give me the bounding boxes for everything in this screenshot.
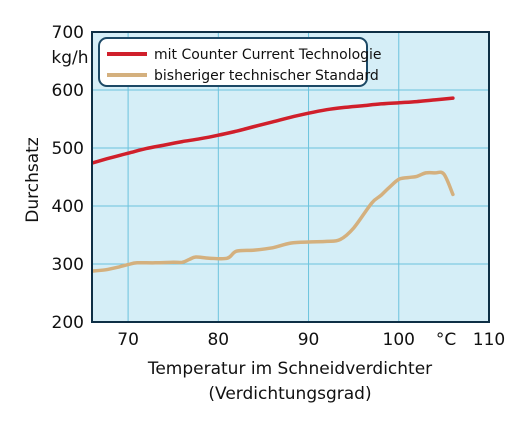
x-tick-label-90: 90: [298, 330, 320, 350]
y-tick-label-300: 300: [52, 255, 84, 275]
legend-box: [98, 37, 368, 87]
x-unit-label: °C: [436, 330, 456, 350]
series-line-counter-current: [92, 96, 455, 165]
x-axis-title-line1: Temperatur im Schneidverdichter: [147, 359, 432, 379]
x-tick-label-100: 100: [383, 330, 415, 350]
legend-label-standard: bisheriger technischer Standard: [154, 68, 379, 84]
y-axis-ticks: 200 300 400 500 600 700: [52, 23, 84, 333]
legend: mit Counter Current Technologie bisherig…: [98, 37, 382, 87]
x-axis-title-line2: (Verdichtungsgrad): [208, 384, 371, 404]
y-tick-label-200: 200: [52, 313, 84, 333]
series-line-standard: [92, 170, 455, 273]
y-unit-label: kg/h: [51, 48, 88, 68]
plot-frame: [91, 31, 490, 323]
y-tick-label-500: 500: [52, 139, 84, 159]
y-tick-label-400: 400: [52, 197, 84, 217]
y-tick-label-700: 700: [52, 23, 84, 43]
legend-label-counter-current: mit Counter Current Technologie: [154, 47, 382, 63]
y-tick-label-600: 600: [52, 81, 84, 101]
x-tick-label-80: 80: [207, 330, 229, 350]
x-tick-label-110: 110: [473, 330, 505, 350]
x-axis-ticks: 70 80 90 100 110: [117, 330, 505, 350]
y-axis-title: Durchsatz: [23, 137, 43, 223]
series-layer: [92, 96, 455, 273]
x-tick-label-70: 70: [117, 330, 139, 350]
